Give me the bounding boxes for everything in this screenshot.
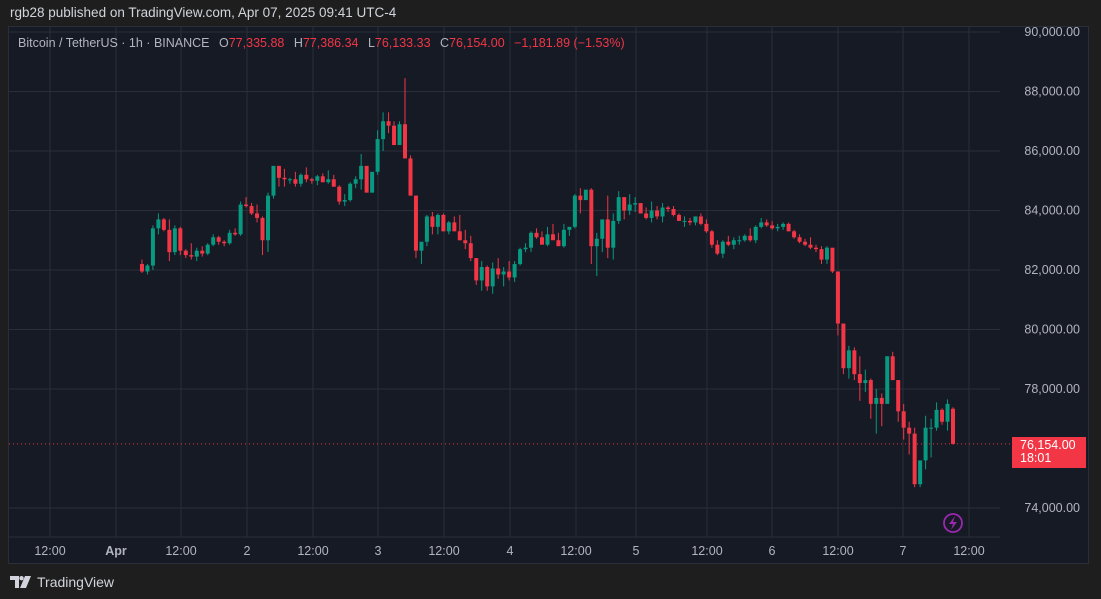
tradingview-logo-icon [10, 576, 31, 588]
brand-name: TradingView [37, 574, 115, 590]
change-value: −1,181.89 (−1.53%) [514, 36, 625, 50]
y-axis-label: 86,000.00 [1024, 144, 1080, 158]
y-axis-label: 90,000.00 [1024, 25, 1080, 39]
publish-info: rgb28 published on TradingView.com, Apr … [10, 5, 397, 20]
x-axis-label: 2 [244, 544, 251, 558]
close-value: 76,154.00 [449, 36, 505, 50]
x-axis-label: 12:00 [822, 544, 853, 558]
high-value: 77,386.34 [302, 36, 359, 50]
x-axis-label: 6 [769, 544, 776, 558]
lightning-alert-icon[interactable] [943, 513, 963, 533]
x-axis-label: Apr [105, 544, 127, 558]
x-axis-label: 12:00 [953, 544, 984, 558]
low-value: 76,133.33 [374, 36, 431, 50]
y-axis-label: 82,000.00 [1024, 263, 1080, 277]
candle-countdown: 18:01 [1020, 451, 1052, 465]
symbol-legend: Bitcoin / TetherUS · 1h · BINANCE O77,33… [18, 36, 625, 50]
chart-frame[interactable] [8, 26, 1089, 564]
open-label: O [219, 36, 229, 50]
y-axis-label: 74,000.00 [1024, 501, 1080, 515]
x-axis-label: 12:00 [560, 544, 591, 558]
symbol-title: Bitcoin / TetherUS · 1h · BINANCE [18, 36, 210, 50]
y-axis-label: 88,000.00 [1024, 85, 1080, 99]
x-axis-label: 7 [900, 544, 907, 558]
last-price: 76,154.00 [1020, 438, 1076, 452]
y-axis-label: 84,000.00 [1024, 204, 1080, 218]
tradingview-logo[interactable]: TradingView [10, 574, 114, 590]
low-label: L [367, 36, 375, 50]
x-axis-label: 12:00 [34, 544, 65, 558]
x-axis-label: 5 [633, 544, 640, 558]
y-axis-label: 78,000.00 [1024, 382, 1080, 396]
open-value: 77,335.88 [228, 36, 285, 50]
x-axis-label: 4 [507, 544, 514, 558]
high-label: H [293, 36, 303, 50]
x-axis-label: 12:00 [165, 544, 196, 558]
x-axis-label: 12:00 [691, 544, 722, 558]
y-axis-label: 80,000.00 [1024, 323, 1080, 337]
x-axis-label: 3 [375, 544, 382, 558]
x-axis-label: 12:00 [428, 544, 459, 558]
x-axis-label: 12:00 [297, 544, 328, 558]
last-price-label: 76,154.00 18:01 [1012, 437, 1086, 468]
candles [139, 78, 955, 488]
close-label: C [440, 36, 450, 50]
